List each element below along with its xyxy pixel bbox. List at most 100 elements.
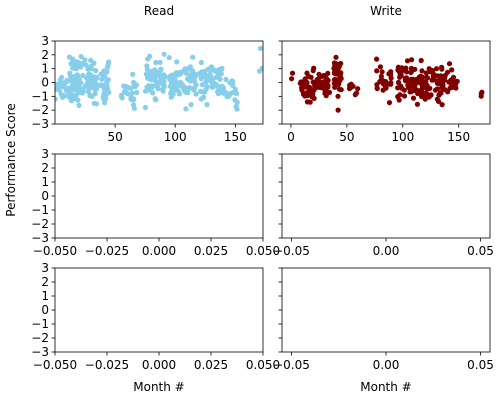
data-point [323,93,329,99]
data-point [204,84,210,90]
data-point [322,82,328,88]
data-point [84,75,90,81]
data-point [216,71,222,77]
data-point [434,96,440,102]
data-point [379,69,385,75]
data-point [388,69,394,75]
y-tick-label: −3 [31,117,49,131]
data-point [232,89,238,95]
data-point [412,82,418,88]
data-point [64,78,70,84]
axes-frame [281,153,491,239]
data-point [388,75,394,81]
data-point [59,83,65,89]
data-point [422,96,428,102]
y-tick-label: 3 [41,261,49,275]
data-point [213,81,219,87]
data-point [103,96,109,102]
data-point [439,64,445,70]
data-point [182,84,188,90]
data-point [478,93,484,99]
data-point [434,66,440,72]
data-point [452,80,458,87]
data-point [78,54,84,60]
data-point [338,87,344,93]
data-point [413,88,419,94]
data-point [161,72,167,78]
data-point [92,91,98,97]
data-point [215,88,221,94]
data-point [304,99,310,105]
data-point [386,100,393,106]
data-point [92,74,98,80]
data-point [479,89,485,95]
data-point [174,59,180,65]
data-point [449,67,455,73]
data-point [312,79,318,85]
data-point [166,55,172,61]
y-tick-label: 3 [41,34,49,48]
data-point [74,59,80,65]
data-point [289,76,295,82]
data-point [149,73,155,79]
y-tick-label: 1 [41,62,49,76]
data-point [201,94,207,100]
data-point [374,68,380,74]
data-point [217,76,223,82]
data-point [101,91,107,97]
subplot-6: −0.05 0.00 0.05 Month # [273,267,494,394]
data-point [176,91,183,97]
data-point [91,100,97,106]
data-point [154,78,160,85]
data-point [68,61,74,67]
scatter-points [289,54,485,113]
data-point [76,102,82,108]
data-point [187,64,193,70]
x-axis-label: Month # [133,380,184,394]
data-point [234,106,240,112]
x-tick-label: 0.025 [194,358,228,372]
data-point [134,89,140,95]
data-point [397,74,403,80]
data-point [310,91,316,97]
data-point [401,93,408,99]
data-point [306,92,312,98]
data-point [307,84,313,90]
x-tick-label: −0.05 [273,358,310,372]
data-point [410,95,417,101]
data-point [423,70,429,76]
data-point [106,59,112,65]
x-tick-label: 0 [287,130,295,144]
data-point [124,90,130,96]
x-tick-label: 0.000 [142,358,176,372]
data-point [190,54,196,60]
x-axis-label: Month # [360,380,411,394]
data-point [199,82,205,88]
data-point [101,68,107,74]
data-point [157,59,163,65]
data-point [399,65,405,71]
data-point [182,66,188,72]
data-point [79,90,85,96]
x-tick-label: 0.05 [467,244,494,258]
y-tick-label: −2 [31,217,49,231]
data-point [80,72,86,79]
data-point [104,79,110,85]
data-point [257,45,263,52]
data-point [423,79,429,85]
x-tick-label: 0.050 [246,358,280,372]
data-point [87,93,93,99]
data-point [289,70,296,76]
data-point [297,80,303,86]
data-point [434,73,440,79]
y-tick-label: 1 [41,175,49,189]
data-point [318,82,324,88]
data-point [75,97,81,103]
data-point [143,71,149,77]
data-point [183,89,189,95]
data-point [153,97,159,103]
data-point [419,68,425,74]
y-tick-label: −3 [31,345,49,359]
data-point [404,58,411,64]
